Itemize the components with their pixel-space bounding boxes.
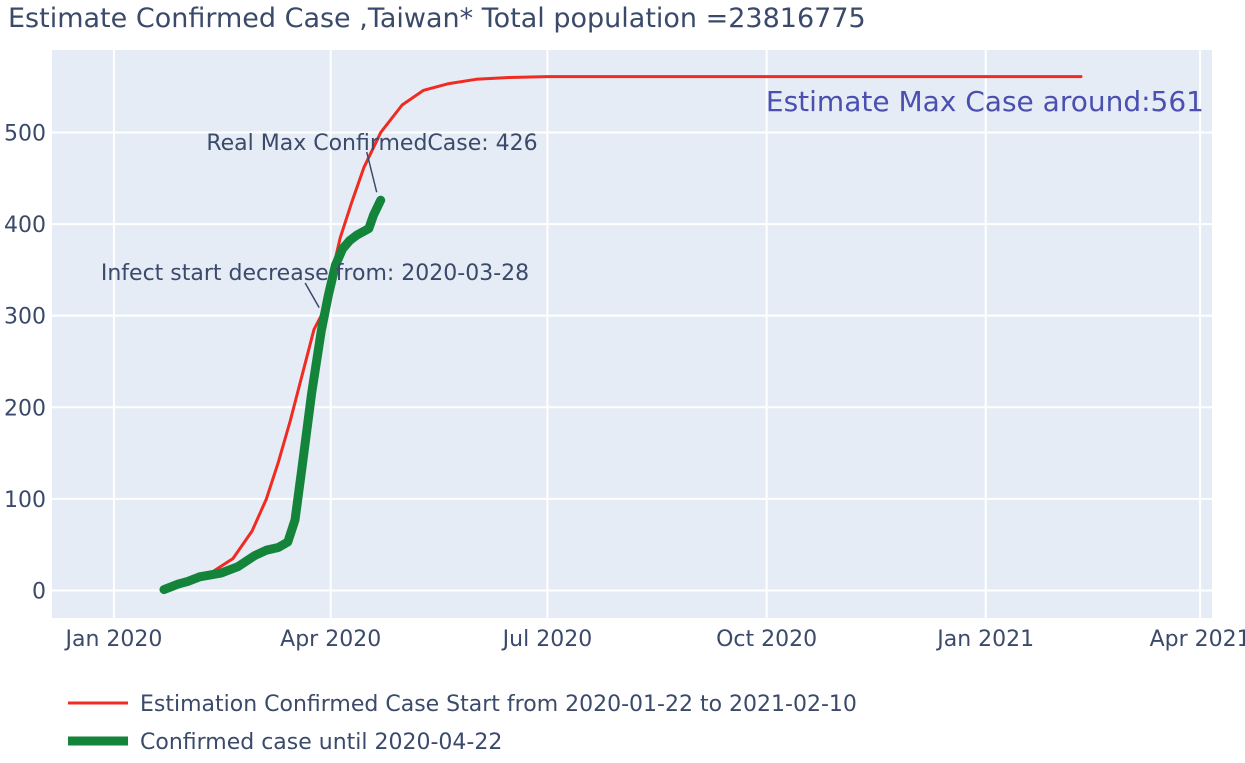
y-tick-label: 0 — [32, 580, 46, 605]
x-tick-label: Apr 2020 — [280, 627, 381, 652]
estimate-max-annotation: Estimate Max Case around:561 — [766, 85, 1204, 118]
estimation-series-line — [162, 75, 1083, 592]
annotation-layer: Real Max ConfirmedCase: 426 Infect start … — [101, 85, 1204, 309]
x-tick-label: Jan 2020 — [63, 627, 162, 652]
y-tick-label: 100 — [4, 488, 46, 513]
y-axis-ticks: 0 100 200 300 400 500 — [4, 121, 46, 604]
x-tick-label: Oct 2020 — [716, 627, 817, 652]
confirmed-series-line — [159, 195, 386, 595]
y-tick-label: 200 — [4, 396, 46, 421]
legend-label: Estimation Confirmed Case Start from 202… — [140, 692, 857, 717]
x-tick-label: Jul 2020 — [501, 627, 593, 652]
series-layer — [159, 75, 1083, 595]
y-tick-label: 300 — [4, 305, 46, 330]
infect-decrease-arrow — [304, 282, 320, 309]
legend-label: Confirmed case until 2020-04-22 — [140, 730, 502, 755]
y-tick-label: 400 — [4, 213, 46, 238]
x-tick-label: Apr 2021 — [1150, 627, 1245, 652]
grid-lines — [52, 50, 1212, 618]
y-tick-label: 500 — [4, 121, 46, 146]
x-tick-label: Jan 2021 — [935, 627, 1034, 652]
legend: Estimation Confirmed Case Start from 202… — [68, 692, 857, 755]
real-max-arrow — [365, 151, 378, 193]
infect-decrease-annotation: Infect start decrease from: 2020-03-28 — [101, 261, 529, 286]
real-max-annotation: Real Max ConfirmedCase: 426 — [206, 131, 537, 156]
x-axis-ticks: Jan 2020 Apr 2020 Jul 2020 Oct 2020 Jan 2021… — [63, 627, 1245, 652]
chart-title: Estimate Confirmed Case ,Taiwan* Total p… — [8, 3, 866, 34]
plot-area — [52, 50, 1212, 618]
